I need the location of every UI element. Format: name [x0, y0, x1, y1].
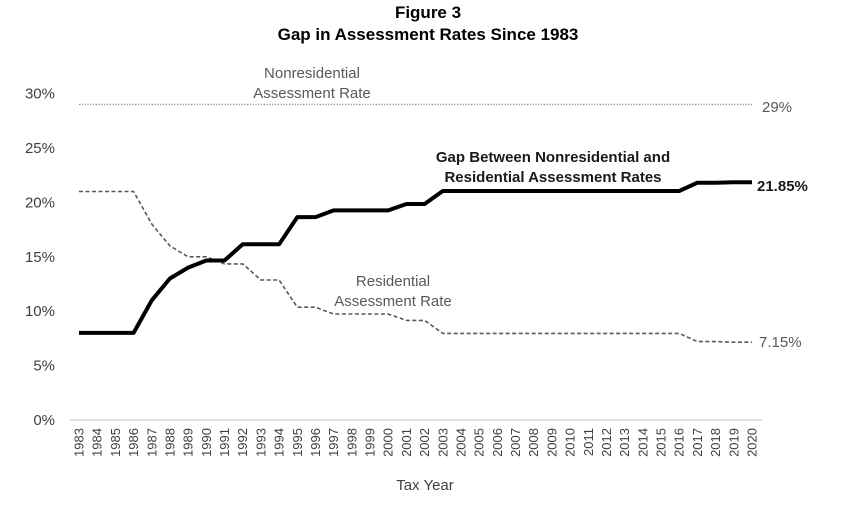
x-tick-label: 2010	[563, 428, 578, 457]
x-tick-label: 2004	[453, 428, 468, 457]
y-axis: 0% 5% 10% 15% 20% 25% 30%	[25, 86, 55, 430]
y-tick-label: 10%	[25, 303, 55, 320]
x-tick-label: 1998	[344, 428, 359, 457]
chart-subtitle: Gap in Assessment Rates Since 1983	[278, 25, 579, 44]
x-tick-label: 1983	[72, 428, 87, 457]
x-tick-label: 1992	[235, 428, 250, 457]
chart-title: Figure 3	[395, 3, 461, 22]
gap-label-line1: Gap Between Nonresidential and	[436, 149, 670, 166]
residential-end-label: 7.15%	[759, 334, 802, 351]
y-tick-label: 25%	[25, 140, 55, 157]
x-tick-label: 2013	[617, 428, 632, 457]
x-axis: 1983 1984 1985 1986 1987 1988 1989 1990 1991 1992…	[72, 428, 760, 457]
x-tick-label: 1994	[272, 428, 287, 457]
residential-label-line1: Residential	[356, 273, 430, 290]
nonresidential-label-line1: Nonresidential	[264, 65, 360, 82]
y-tick-label: 20%	[25, 194, 55, 211]
y-tick-label: 30%	[25, 86, 55, 103]
x-tick-label: 1986	[126, 428, 141, 457]
gap-line	[79, 180, 752, 335]
x-tick-label: 1993	[253, 428, 268, 457]
x-tick-label: 1985	[108, 428, 123, 457]
x-tick-label: 2016	[672, 428, 687, 457]
residential-label-line2: Assessment Rate	[334, 293, 452, 310]
x-tick-label: 1997	[326, 428, 341, 457]
nonresidential-end-label: 29%	[762, 99, 792, 116]
x-tick-label: 1990	[199, 428, 214, 457]
x-tick-label: 2005	[472, 428, 487, 457]
x-tick-label: 1988	[162, 428, 177, 457]
x-tick-label: 2015	[654, 428, 669, 457]
x-tick-label: 2007	[508, 428, 523, 457]
x-tick-label: 2003	[435, 428, 450, 457]
x-tick-label: 2001	[399, 428, 414, 457]
x-tick-label: 1984	[90, 428, 105, 457]
y-tick-label: 0%	[33, 412, 55, 429]
series-layer	[79, 103, 752, 344]
x-tick-label: 2012	[599, 428, 614, 457]
x-tick-label: 2020	[745, 428, 760, 457]
x-tick-label: 1995	[290, 428, 305, 457]
x-tick-label: 1999	[363, 428, 378, 457]
x-tick-label: 1991	[217, 428, 232, 457]
x-tick-label: 2018	[708, 428, 723, 457]
x-tick-label: 2009	[544, 428, 559, 457]
x-tick-label: 1987	[144, 428, 159, 457]
x-tick-label: 2017	[690, 428, 705, 457]
x-tick-label: 1996	[308, 428, 323, 457]
gap-label-line2: Residential Assessment Rates	[444, 169, 661, 186]
x-tick-label: 2006	[490, 428, 505, 457]
x-tick-label: 1989	[181, 428, 196, 457]
x-tick-label: 2014	[635, 428, 650, 457]
x-tick-label: 2011	[581, 428, 596, 456]
y-tick-label: 5%	[33, 358, 55, 375]
y-tick-label: 15%	[25, 249, 55, 266]
nonresidential-label-line2: Assessment Rate	[253, 85, 371, 102]
x-tick-label: 2002	[417, 428, 432, 457]
x-tick-label: 2008	[526, 428, 541, 457]
residential-line	[79, 190, 752, 344]
gap-end-label: 21.85%	[757, 178, 808, 195]
x-axis-title: Tax Year	[396, 477, 454, 494]
x-tick-label: 2000	[381, 428, 396, 457]
x-tick-label: 2019	[726, 428, 741, 457]
